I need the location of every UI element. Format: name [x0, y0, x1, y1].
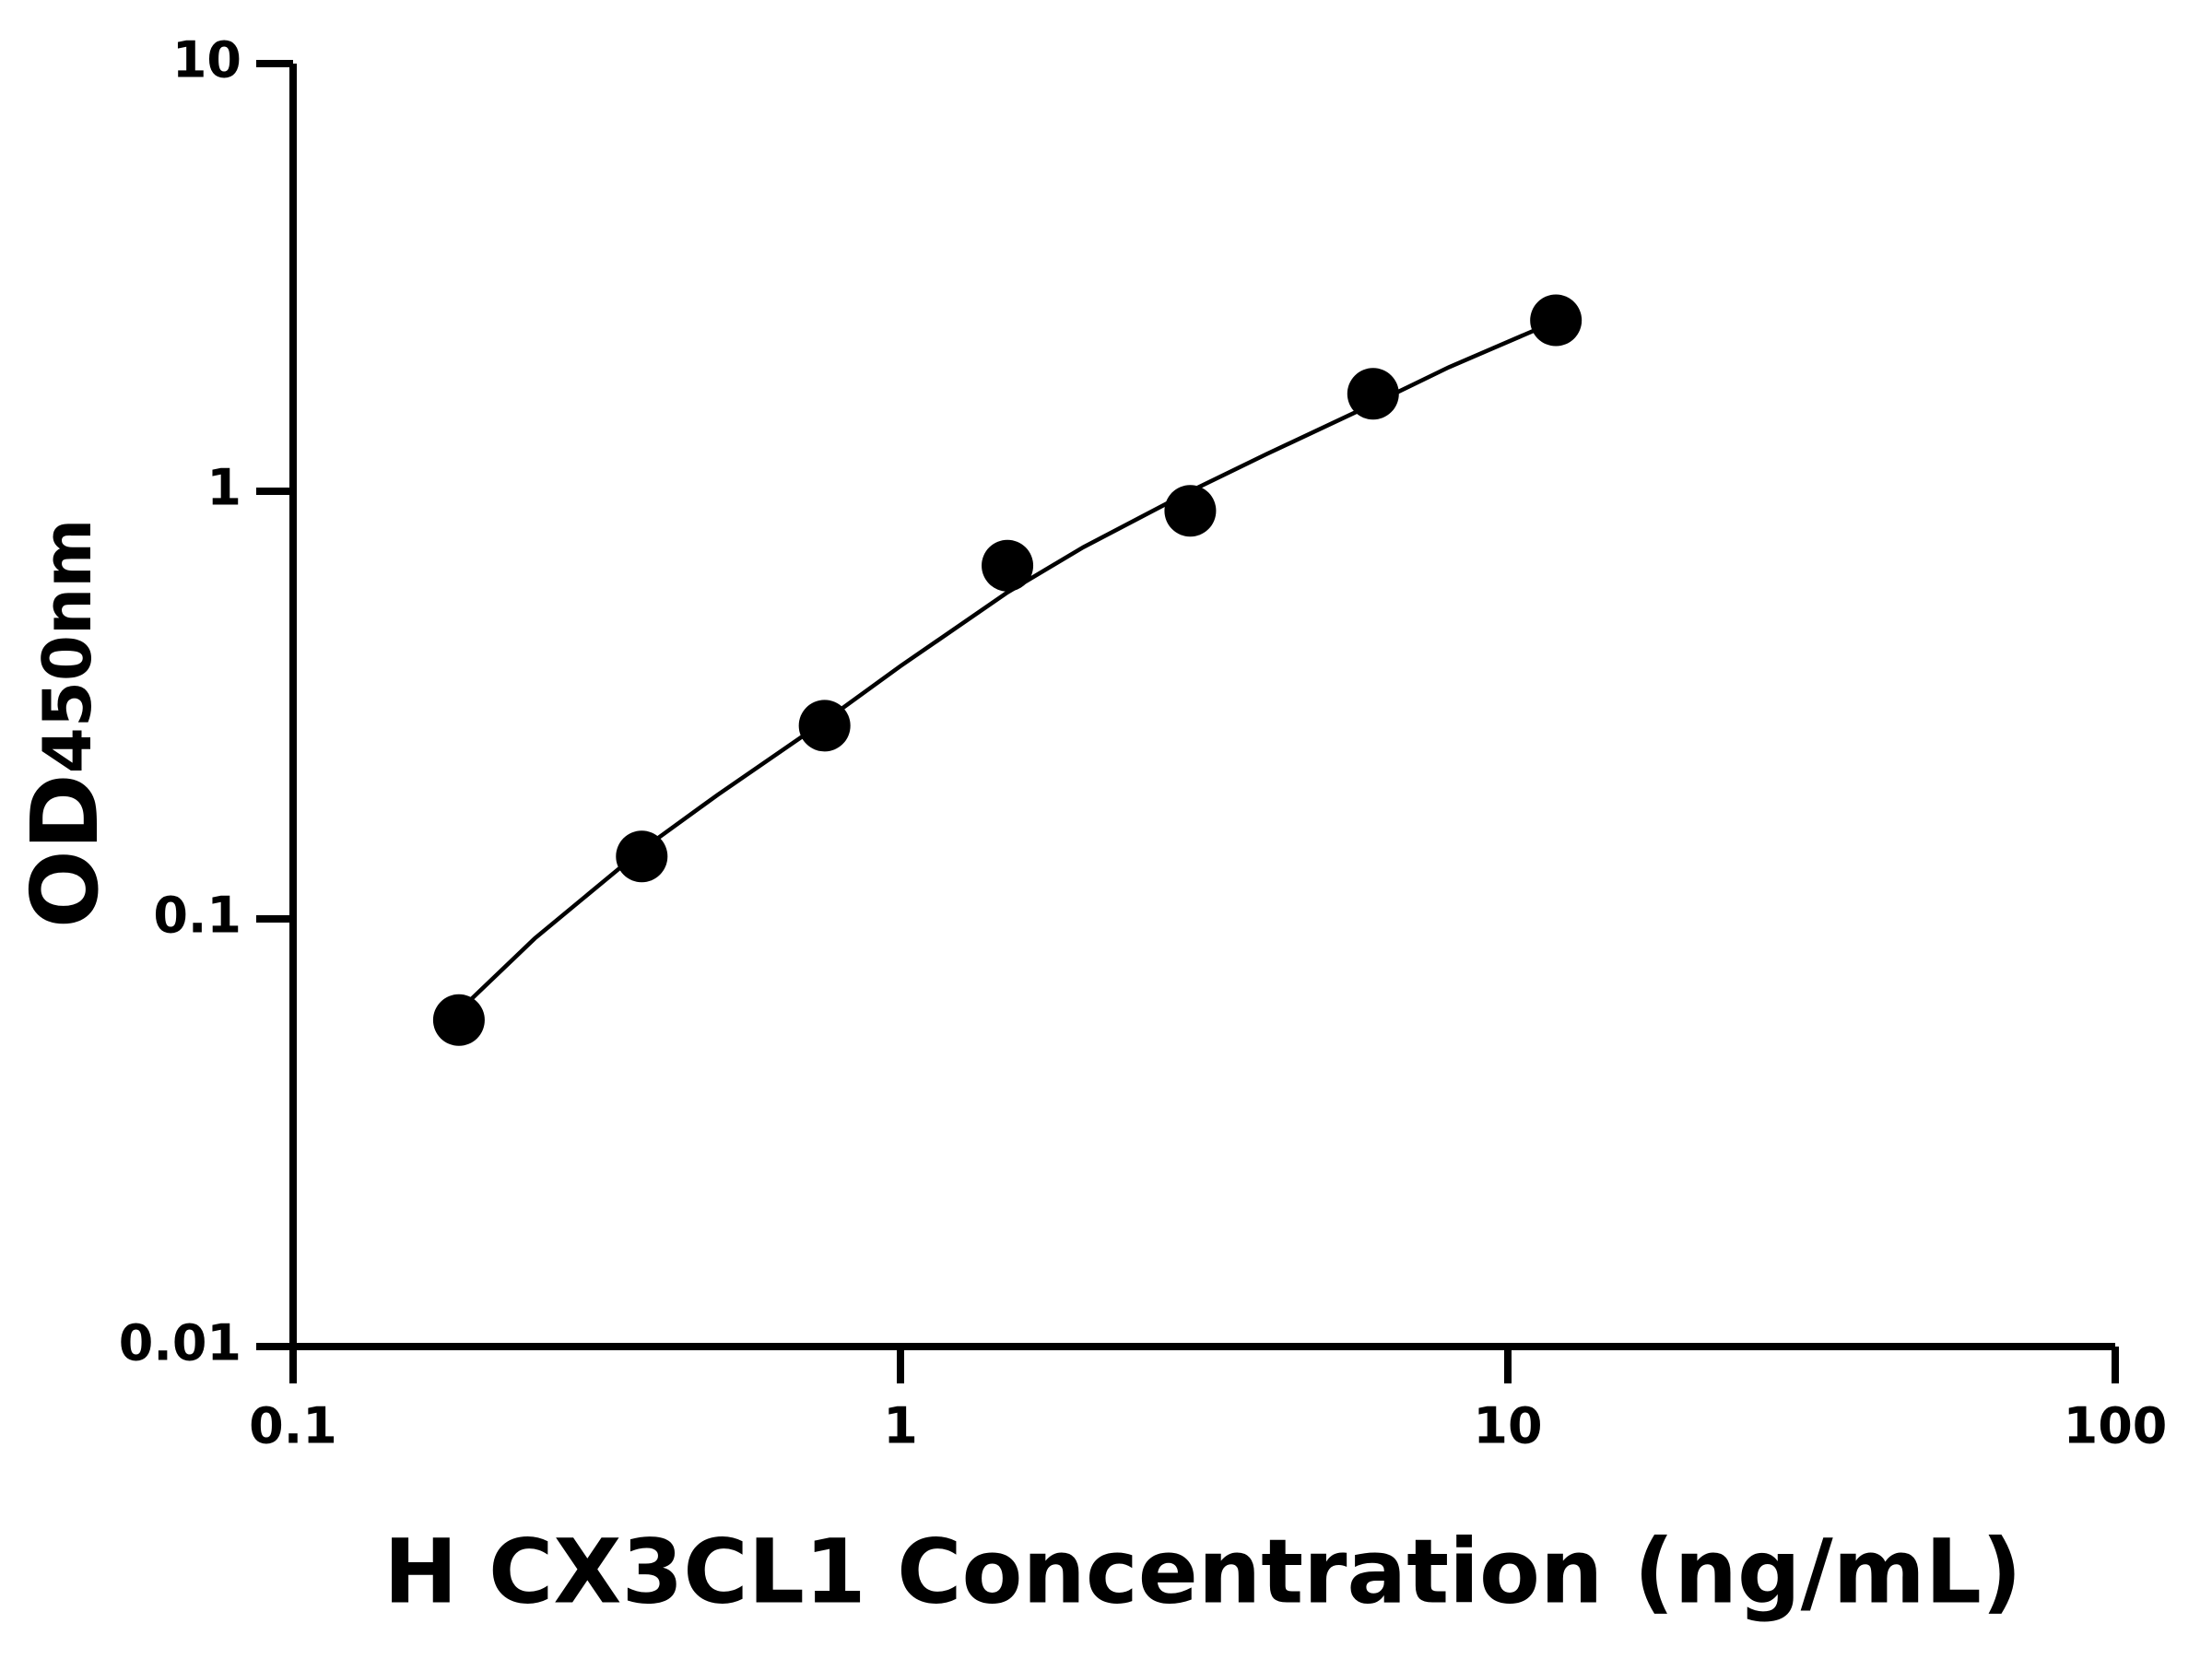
- x-axis-title: H CX3CL1 Concentration (ng/mL): [383, 1520, 2022, 1623]
- data-point: [432, 994, 485, 1046]
- x-tick-label: 0.1: [249, 1397, 337, 1455]
- y-tick-label: 10: [172, 31, 241, 89]
- data-point: [982, 539, 1034, 592]
- data-point: [1530, 294, 1583, 347]
- fit-curve: [461, 319, 1558, 1009]
- data-point: [798, 700, 851, 752]
- y-axis-title: OD450nm: [11, 519, 119, 929]
- y-tick-label: 0.1: [153, 887, 241, 945]
- y-tick-label: 0.01: [119, 1314, 241, 1372]
- y-axis-title-main: OD: [11, 773, 119, 928]
- y-axis-title-sub: 450nm: [29, 519, 106, 774]
- x-tick-label: 10: [1473, 1397, 1542, 1455]
- data-point: [1164, 485, 1217, 537]
- x-tick-label: 100: [2064, 1397, 2168, 1455]
- y-tick-label: 1: [206, 459, 241, 517]
- data-point: [616, 830, 668, 883]
- x-tick-label: 1: [883, 1397, 918, 1455]
- data-point: [1347, 368, 1399, 420]
